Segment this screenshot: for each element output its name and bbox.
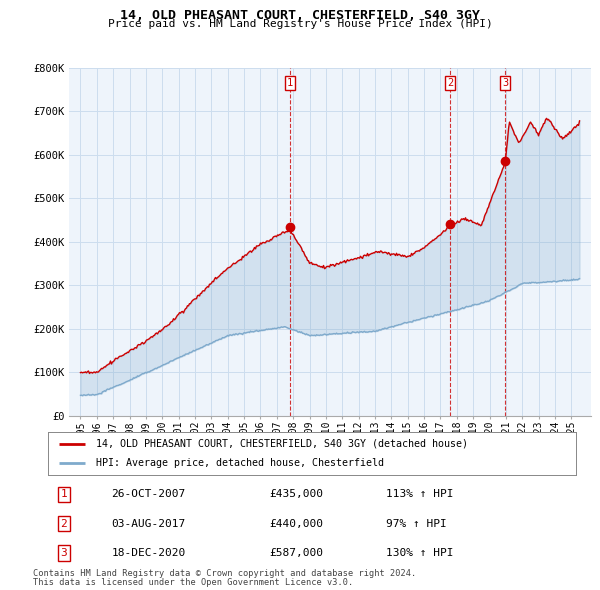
Text: 3: 3 xyxy=(61,548,67,558)
Text: 3: 3 xyxy=(502,78,508,88)
Text: 26-OCT-2007: 26-OCT-2007 xyxy=(112,490,185,499)
Text: This data is licensed under the Open Government Licence v3.0.: This data is licensed under the Open Gov… xyxy=(33,578,353,587)
Text: 14, OLD PHEASANT COURT, CHESTERFIELD, S40 3GY (detached house): 14, OLD PHEASANT COURT, CHESTERFIELD, S4… xyxy=(95,439,467,449)
Text: Price paid vs. HM Land Registry's House Price Index (HPI): Price paid vs. HM Land Registry's House … xyxy=(107,19,493,30)
Text: HPI: Average price, detached house, Chesterfield: HPI: Average price, detached house, Ches… xyxy=(95,458,383,468)
Text: Contains HM Land Registry data © Crown copyright and database right 2024.: Contains HM Land Registry data © Crown c… xyxy=(33,569,416,578)
Text: 130% ↑ HPI: 130% ↑ HPI xyxy=(386,548,454,558)
Text: 2: 2 xyxy=(447,78,453,88)
Text: 1: 1 xyxy=(287,78,293,88)
Text: 14, OLD PHEASANT COURT, CHESTERFIELD, S40 3GY: 14, OLD PHEASANT COURT, CHESTERFIELD, S4… xyxy=(120,9,480,22)
Text: £440,000: £440,000 xyxy=(270,519,324,529)
Text: 97% ↑ HPI: 97% ↑ HPI xyxy=(386,519,446,529)
Text: 18-DEC-2020: 18-DEC-2020 xyxy=(112,548,185,558)
Text: 113% ↑ HPI: 113% ↑ HPI xyxy=(386,490,454,499)
Text: £587,000: £587,000 xyxy=(270,548,324,558)
Text: £435,000: £435,000 xyxy=(270,490,324,499)
Text: 2: 2 xyxy=(61,519,67,529)
Text: 1: 1 xyxy=(61,490,67,499)
Text: 03-AUG-2017: 03-AUG-2017 xyxy=(112,519,185,529)
